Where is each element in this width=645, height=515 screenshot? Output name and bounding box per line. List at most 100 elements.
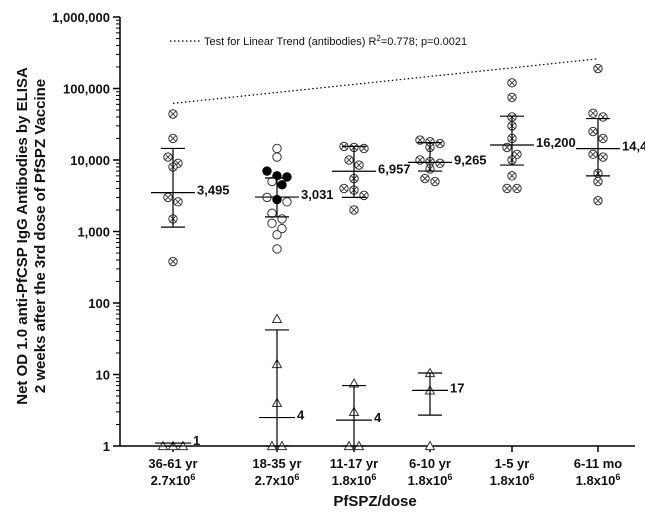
dose-exponent: 6 (190, 472, 195, 482)
point-cross (431, 178, 439, 185)
point-cross (174, 198, 182, 206)
vaccine-point (507, 78, 517, 88)
vaccine-point-filled (277, 180, 287, 190)
median-label: 6,957 (378, 161, 411, 176)
median-label: 3,495 (197, 183, 230, 198)
point-cross (513, 151, 521, 158)
point-cross (350, 206, 358, 214)
x-category-dose-label: 2.7x106 (151, 472, 196, 488)
x-category-dose-label: 1.8x106 (576, 472, 621, 488)
vaccine-point (502, 183, 512, 194)
x-category-age-label: 1-5 yr (495, 456, 530, 471)
vaccine-point (359, 143, 369, 154)
point-cross (594, 65, 602, 72)
point-cross (508, 94, 516, 101)
vaccine-point (168, 256, 178, 267)
point-cross (436, 160, 444, 167)
vaccine-point-open (277, 214, 287, 224)
dose-base: 1.8x10 (408, 473, 448, 488)
vaccine-point (512, 183, 522, 194)
point-cross (508, 79, 516, 87)
vaccine-point (598, 112, 608, 122)
vaccine-point (598, 133, 608, 144)
point-cross (355, 161, 363, 169)
vaccine-point-open (272, 230, 282, 240)
vaccine-point-filled (282, 172, 292, 182)
vaccine-point (354, 160, 364, 170)
vaccine-point-filled (262, 166, 272, 176)
point-cross (436, 140, 444, 147)
trend-legend-label: Test for Linear Trend (antibodies) R2=0.… (204, 34, 467, 48)
dose-base: 1.8x10 (332, 473, 372, 488)
point-cross (594, 197, 602, 204)
placebo-median-label: 4 (297, 408, 305, 423)
vaccine-point-open (272, 152, 282, 162)
point-cross (589, 128, 597, 135)
group-5: 14,416 (576, 63, 645, 206)
x-category-dose-label: 1.8x106 (332, 472, 377, 488)
y-tick-label: 1,000 (77, 225, 110, 240)
vaccine-point (349, 205, 359, 215)
vaccine-point-open (272, 143, 282, 154)
placebo-median-label: 1 (193, 433, 200, 448)
placebo-point (424, 440, 436, 451)
group-3: 9,265 17 (408, 135, 487, 451)
trend-line-group: Test for Linear Trend (antibodies) R2=0.… (170, 34, 599, 104)
dose-exponent: 6 (529, 472, 534, 482)
vaccine-point (598, 152, 608, 162)
vaccine-point-open (272, 244, 282, 254)
dose-base: 2.7x10 (151, 473, 191, 488)
point-cross (169, 135, 177, 142)
x-category-dose-label: 1.8x106 (408, 472, 453, 488)
y-tick-label: 100,000 (63, 82, 110, 97)
group-2: 6,957 4 (332, 141, 411, 451)
x-category-age-label: 6-11 mo (574, 456, 622, 471)
vaccine-point (435, 158, 445, 168)
x-category-age-label: 36-61 yr (148, 456, 197, 471)
median-label: 9,265 (454, 152, 487, 167)
trend-label-main: Test for Linear Trend (antibodies) R (204, 36, 376, 48)
point-cross (169, 258, 177, 265)
y-tick-label: 100 (88, 296, 110, 311)
x-category-dose-label: 2.7x106 (255, 472, 300, 488)
point-cross (599, 153, 607, 161)
y-axis: 1 10 100 1,000 10,000 100,000 1,000,000 (52, 10, 121, 454)
x-category-age-label: 11-17 yr (330, 456, 378, 471)
x-category-dose-label: 1.8x106 (490, 472, 535, 488)
vaccine-point (593, 63, 603, 74)
vaccine-point (435, 138, 445, 149)
trend-line (172, 58, 599, 104)
vaccine-point-open (267, 176, 277, 187)
vaccine-point (507, 92, 517, 103)
trend-label-rest: =0.778; p=0.0021 (381, 36, 467, 48)
vaccine-point (163, 192, 173, 203)
vaccine-point (168, 109, 178, 119)
data-marks: 3,495 1 3,031 4 6,957 4 9,265 17 16,200 14,416 (151, 63, 645, 451)
y-axis-title-line1: Net OD 1.0 anti-PfCSP IgG Antibodies by … (14, 67, 31, 405)
placebo-point (271, 313, 283, 323)
vaccine-point-open (282, 197, 292, 207)
vaccine-point (359, 190, 369, 201)
median-label: 16,200 (536, 135, 576, 150)
trend-label-sup: 2 (376, 34, 381, 43)
vaccine-point (593, 195, 603, 206)
point-cross (164, 194, 172, 201)
vaccine-point (588, 149, 598, 160)
vaccine-point (163, 152, 173, 162)
dose-exponent: 6 (371, 472, 376, 482)
point-cross (599, 135, 607, 142)
group-1: 3,031 4 (255, 143, 334, 451)
vaccine-point (588, 108, 598, 118)
y-tick-label: 10,000 (70, 153, 110, 168)
placebo-median-label: 17 (450, 380, 464, 395)
y-tick-label: 1,000,000 (52, 10, 110, 25)
point-cross (169, 110, 177, 118)
point-cross (589, 151, 597, 158)
x-category-age-label: 6-10 yr (409, 456, 451, 471)
median-label: 3,031 (301, 187, 334, 202)
y-tick-label: 1 (103, 439, 110, 454)
median-label: 14,416 (622, 139, 645, 154)
vaccine-point (430, 176, 440, 187)
x-axis-title: PfSPZ/dose (333, 493, 416, 510)
